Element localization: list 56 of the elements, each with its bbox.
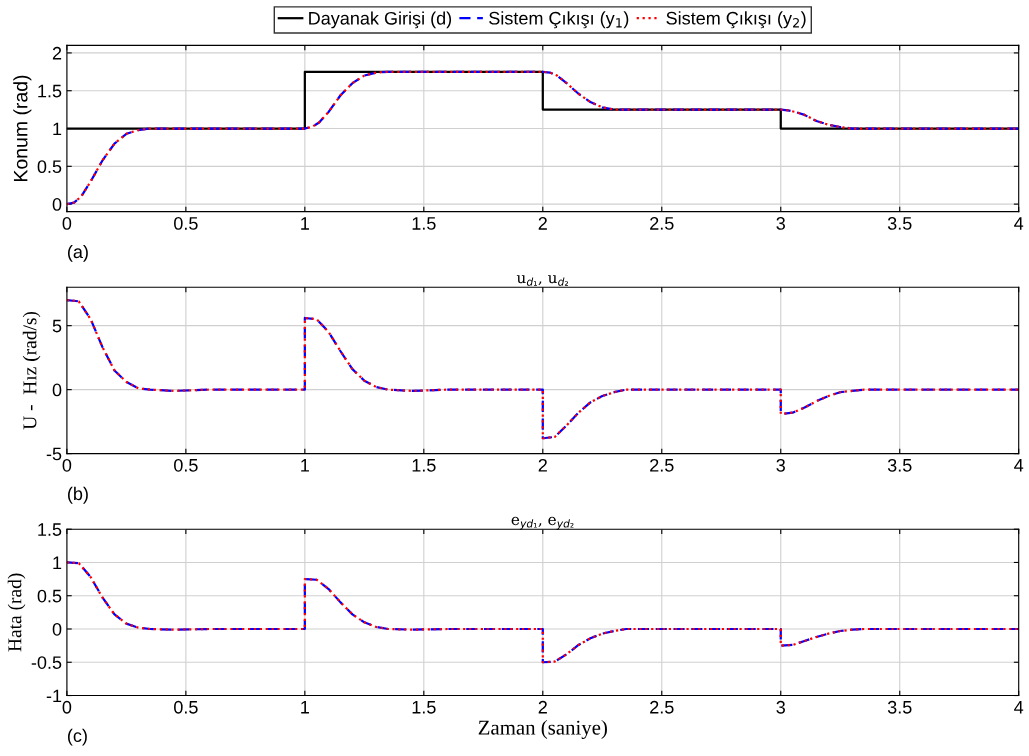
x-tick-label: 0 bbox=[62, 458, 72, 472]
line-series bbox=[66, 70, 1019, 206]
x-tick-label: 0 bbox=[62, 217, 72, 230]
y-tick-label: 0 bbox=[52, 198, 62, 211]
x-tick-label: 3.5 bbox=[887, 700, 912, 714]
y-tick-label: -5 bbox=[46, 447, 62, 461]
y-tick-label: 2 bbox=[52, 46, 62, 60]
legend-label: Sistem Çıkışı (y$_{1}$) bbox=[489, 11, 629, 29]
x-tick-label: 0.5 bbox=[174, 700, 198, 714]
x-tick-label: 4 bbox=[1014, 459, 1024, 472]
legend-label: Dayanak Girişi (d) bbox=[309, 11, 452, 29]
text: (b) bbox=[68, 486, 88, 504]
y-tick-label: 1 bbox=[53, 122, 62, 136]
legend-label: Sistem Çıkışı (y$_{2}$) bbox=[666, 11, 806, 29]
x-tick-label: 3 bbox=[776, 458, 785, 472]
y-tick-label: -1 bbox=[46, 689, 62, 703]
x-tick-label: 2 bbox=[538, 217, 547, 230]
x-tick-label: 1.5 bbox=[412, 701, 436, 714]
x-tick-label: 1.5 bbox=[412, 217, 436, 230]
text: (a) bbox=[68, 244, 88, 262]
x-axis-title: Zaman (saniye) bbox=[478, 719, 607, 739]
text: (c) bbox=[68, 728, 87, 746]
x-tick-label: 0.5 bbox=[174, 217, 198, 230]
y-tick-label: 1 bbox=[53, 556, 62, 570]
y-tick-label: 1.5 bbox=[38, 84, 62, 98]
y-tick-label: 5 bbox=[52, 319, 62, 333]
y-tick-label: 0 bbox=[52, 622, 62, 636]
x-tick-label: 4 bbox=[1014, 701, 1024, 714]
y-tick-label: 0.5 bbox=[37, 160, 62, 174]
x-tick-label: 3 bbox=[776, 217, 785, 230]
x-tick-label: 3.5 bbox=[887, 217, 912, 230]
x-tick-label: 4 bbox=[1014, 217, 1024, 230]
chart-title: e$_{yd₁}$, e$_{yd₂}$ bbox=[511, 516, 574, 530]
y-tick-label: 0 bbox=[52, 383, 62, 397]
y-tick-label: 1.5 bbox=[38, 523, 62, 536]
y-axis-title: Konum (rad) bbox=[13, 75, 32, 181]
x-tick-label: 3.5 bbox=[887, 458, 912, 472]
y-axis-title: U - Hız (rad/s) bbox=[22, 311, 41, 430]
x-tick-label: 0 bbox=[62, 700, 72, 714]
line-series bbox=[66, 561, 1019, 664]
x-tick-label: 2.5 bbox=[650, 458, 674, 472]
x-tick-label: 1 bbox=[301, 459, 309, 472]
y-axis-title: Hata (rad) bbox=[7, 573, 26, 652]
x-tick-label: 2 bbox=[538, 458, 547, 472]
x-tick-label: 2.5 bbox=[650, 700, 674, 714]
x-tick-label: 1 bbox=[301, 701, 309, 714]
x-tick-label: 2 bbox=[538, 700, 547, 714]
y-tick-label: -0.5 bbox=[31, 656, 62, 669]
x-tick-label: 2.5 bbox=[650, 217, 674, 230]
x-tick-label: 3 bbox=[776, 700, 785, 714]
x-tick-label: 1.5 bbox=[412, 459, 436, 472]
x-tick-label: 1 bbox=[301, 217, 309, 230]
y-tick-label: 0.5 bbox=[37, 589, 62, 603]
x-tick-label: 0.5 bbox=[174, 458, 198, 472]
chart-title: u$_{d₁}$, u$_{d₂}$ bbox=[516, 275, 569, 286]
line-series bbox=[66, 298, 1019, 440]
